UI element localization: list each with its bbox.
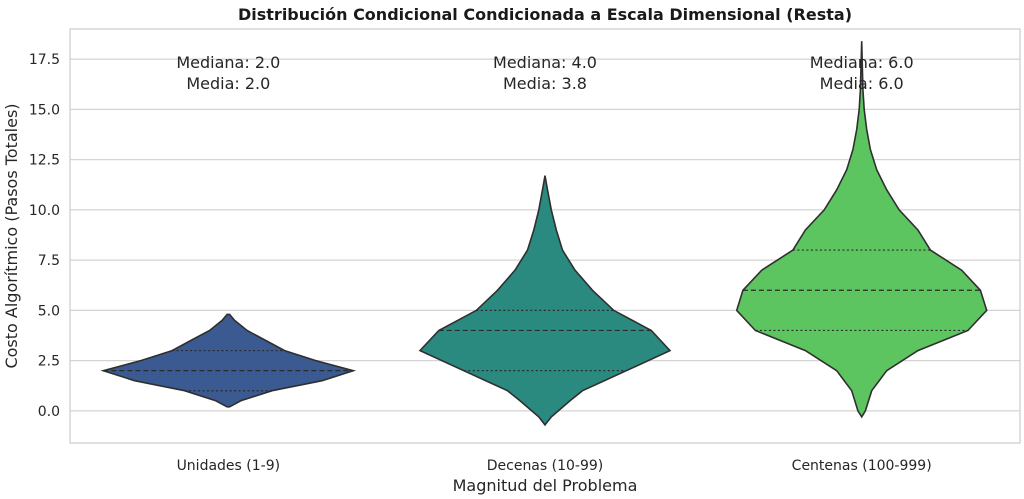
violin-body [418,175,672,427]
x-tick-label: Unidades (1-9) [177,458,281,474]
violin-body [735,41,988,419]
y-tick-label: 7.5 [38,253,60,269]
x-axis-label: Magnitud del Problema [453,476,638,495]
y-tick-labels: 0.0 2.5 5.0 7.5 10.0 12.5 15.0 17.5 [29,52,60,420]
x-tick-label: Centenas (100-999) [792,458,932,474]
median-mean-annotations: Mediana: 2.0 Media: 2.0 Mediana: 4.0 Media:… [176,53,913,93]
y-tick-label: 12.5 [29,153,60,169]
y-axis-label: Costo Algorítmico (Pasos Totales) [2,103,21,368]
chart-title: Distribución Condicional Condicionada a … [238,5,852,24]
median-annotation: Mediana: 2.0 [176,53,280,72]
median-annotation: Mediana: 6.0 [810,53,914,72]
mean-annotation: Media: 3.8 [503,74,587,93]
x-tick-labels: Unidades (1-9) Decenas (10-99) Centenas (1… [177,458,932,474]
y-tick-label: 2.5 [38,354,60,370]
violin-body [100,313,357,408]
y-tick-label: 5.0 [38,303,60,319]
y-tick-label: 10.0 [29,203,60,219]
x-tick-label: Decenas (10-99) [487,458,604,474]
violins [100,41,988,427]
median-annotation: Mediana: 4.0 [493,53,597,72]
plot-frame [69,28,1021,444]
y-tick-label: 0.0 [38,404,60,420]
mean-annotation: Media: 2.0 [186,74,270,93]
y-tick-label: 15.0 [29,102,60,118]
y-tick-label: 17.5 [29,52,60,68]
mean-annotation: Media: 6.0 [820,74,904,93]
